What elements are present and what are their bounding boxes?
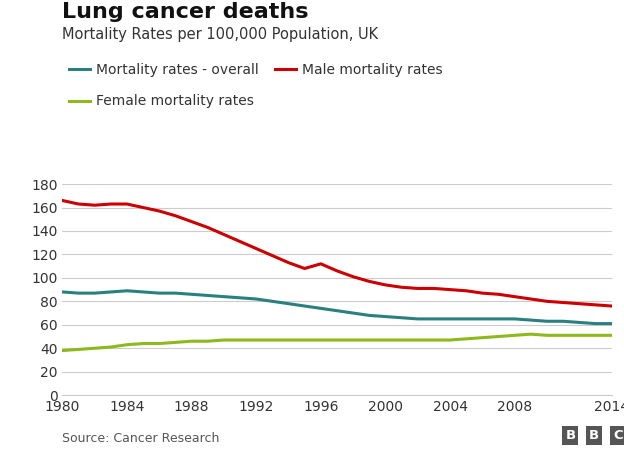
Text: B: B (565, 429, 575, 442)
Text: B: B (589, 429, 599, 442)
Text: Source: Cancer Research: Source: Cancer Research (62, 431, 220, 445)
Text: Mortality Rates per 100,000 Population, UK: Mortality Rates per 100,000 Population, … (62, 27, 379, 42)
Legend: Female mortality rates: Female mortality rates (69, 94, 253, 109)
Text: Lung cancer deaths: Lung cancer deaths (62, 2, 309, 22)
Text: C: C (613, 429, 623, 442)
Legend: Mortality rates - overall, Male mortality rates: Mortality rates - overall, Male mortalit… (69, 63, 442, 77)
